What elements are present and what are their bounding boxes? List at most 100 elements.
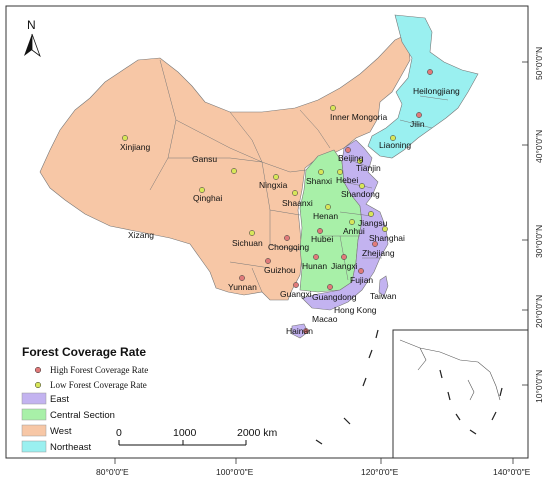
lon-label-100: 100°0'0"E: [216, 467, 254, 477]
label-hebei: Hebei: [336, 175, 358, 185]
label-sichuan: Sichuan: [232, 238, 263, 248]
label-gansu: Gansu: [192, 154, 217, 164]
label-shanghai: Shanghai: [369, 233, 405, 243]
marker-henan: [325, 204, 331, 210]
marker-zhejiang: [372, 241, 378, 247]
label-shandong: Shandong: [341, 189, 380, 199]
marker-fujian: [358, 268, 364, 274]
label-macao: Macao: [312, 314, 338, 324]
label-hong-kong: Hong Kong: [334, 305, 377, 315]
island-taiwan: [378, 275, 389, 297]
marker-hebei: [337, 169, 343, 175]
legend: Forest Coverage Rate High Forest Coverag…: [21, 345, 148, 453]
inset-dash-line: [439, 369, 503, 435]
legend-west-label: West: [50, 426, 72, 437]
marker-jiangxi: [341, 254, 347, 260]
lat-label-30: 30°0'0"N: [534, 225, 544, 258]
label-xinjiang: Xinjiang: [120, 142, 151, 152]
label-ningxia: Ningxia: [259, 180, 288, 190]
label-hunan: Hunan: [302, 261, 327, 271]
marker-heilongjiang: [427, 69, 433, 75]
legend-west-swatch: [21, 424, 47, 437]
label-jilin: Jilin: [410, 119, 425, 129]
label-yunnan: Yunnan: [228, 282, 257, 292]
lat-label-10: 10°0'0"N: [534, 370, 544, 403]
marker-shaanxi: [292, 190, 298, 196]
legend-east-label: East: [50, 394, 69, 405]
lat-label-40: 40°0'0"N: [534, 130, 544, 163]
marker-guangdong: [327, 284, 333, 290]
region-northeast: [367, 14, 479, 159]
scale-bar: 0 1000 2000 km: [116, 427, 278, 446]
label-anhui: Anhui: [343, 226, 365, 236]
marker-sichuan: [249, 230, 255, 236]
scale-tick-0: 0: [116, 427, 122, 439]
label-shanxi: Shanxi: [306, 176, 332, 186]
label-xizang: Xizang: [128, 230, 154, 240]
legend-central-swatch: [21, 408, 47, 421]
marker-yunnan: [239, 275, 245, 281]
north-arrow-icon: N: [24, 18, 41, 58]
label-heilongjiang: Heilongjiang: [413, 86, 460, 96]
marker-gansu: [231, 168, 237, 174]
marker-xinjiang: [122, 135, 128, 141]
label-fujian: Fujian: [350, 275, 373, 285]
marker-shanghai: [382, 226, 388, 232]
label-beijing: Beijing: [338, 153, 364, 163]
north-label: N: [27, 18, 36, 32]
label-guangdong: Guangdong: [312, 292, 357, 302]
marker-ningxia: [273, 174, 279, 180]
legend-low-label: Low Forest Coverage Rate: [50, 380, 147, 390]
marker-hubei: [317, 228, 323, 234]
label-shaanxi: Shaanxi: [282, 198, 313, 208]
label-hubei: Hubei: [311, 234, 333, 244]
region-east: [301, 139, 389, 311]
marker-qinghai: [199, 187, 205, 193]
legend-high-marker-icon: [34, 366, 42, 374]
label-liaoning: Liaoning: [379, 140, 411, 150]
inset-frame: [392, 329, 529, 459]
legend-northeast-label: Northeast: [50, 442, 92, 453]
legend-low-marker-icon: [34, 381, 42, 389]
lon-label-80: 80°0'0"E: [96, 467, 129, 477]
label-zhejiang: Zhejiang: [362, 248, 395, 258]
marker-chongqing: [284, 235, 290, 241]
label-tianjin: Tianjin: [356, 163, 381, 173]
inset-coastline: [399, 339, 501, 401]
legend-east-swatch: [21, 392, 47, 405]
marker-guizhou: [265, 258, 271, 264]
province-labels: Heilongjiang Jilin Liaoning Inner Mongor…: [120, 86, 460, 336]
lat-label-50: 50°0'0"N: [534, 47, 544, 80]
lon-ticks: [114, 458, 514, 464]
marker-liaoning: [390, 135, 396, 141]
marker-shanxi: [318, 169, 324, 175]
scale-tick-2000: 2000 km: [237, 427, 278, 439]
marker-tianjin: [357, 158, 363, 164]
label-chongqing: Chongqing: [268, 242, 309, 252]
south-sea-dashes: [315, 329, 379, 445]
region-west: [39, 33, 411, 301]
marker-beijing: [345, 147, 351, 153]
map-frame: [5, 5, 529, 459]
marker-hunan: [313, 254, 319, 260]
scale-tick-1000: 1000: [173, 427, 197, 439]
legend-northeast-swatch: [21, 440, 47, 453]
marker-hainan: [303, 328, 309, 334]
label-henan: Henan: [313, 211, 338, 221]
marker-jilin: [416, 112, 422, 118]
label-jiangxi: Jiangxi: [331, 261, 358, 271]
island-hainan: [291, 323, 309, 339]
label-taiwan: Taiwan: [370, 291, 397, 301]
marker-anhui: [349, 219, 355, 225]
label-jiangsu: Jiangsu: [358, 218, 388, 228]
label-inner-mongoria: Inner Mongoria: [330, 112, 387, 122]
legend-high-label: High Forest Coverage Rate: [50, 365, 148, 375]
lon-label-140: 140°0'0"E: [493, 467, 531, 477]
label-guizhou: Guizhou: [264, 265, 296, 275]
lat-ticks: [522, 61, 528, 386]
legend-central-label: Central Section: [50, 410, 115, 421]
lat-label-20: 20°0'0"N: [534, 295, 544, 328]
marker-inner-mongoria: [330, 105, 336, 111]
